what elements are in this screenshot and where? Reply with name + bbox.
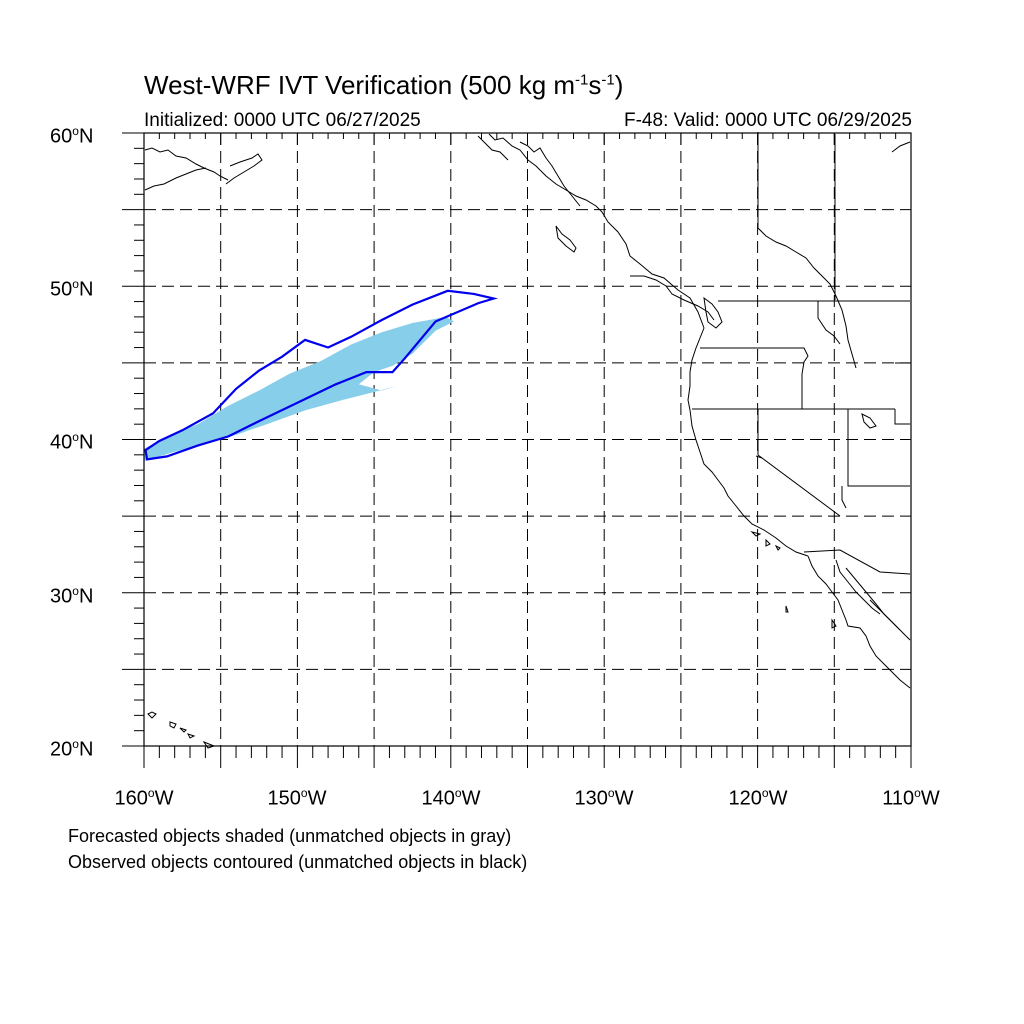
title-end: ) — [614, 70, 624, 100]
lon-label-150w: 150oW — [267, 786, 327, 810]
title-exponent-2: -1 — [601, 71, 615, 89]
map-frame — [143, 132, 912, 747]
lat-label-40: 40oN — [50, 430, 94, 454]
lon-label-110w: 110oW — [882, 786, 940, 810]
title-main: West-WRF IVT Verification (500 kg m — [144, 70, 576, 100]
lat-label-30: 30oN — [50, 584, 94, 608]
lat-label-60: 60oN — [50, 124, 94, 148]
chart-title: West-WRF IVT Verification (500 kg m-1s-1… — [144, 70, 623, 101]
valid-time: F-48: Valid: 0000 UTC 06/29/2025 — [624, 110, 912, 131]
title-mid: s — [588, 70, 602, 100]
coastlines-and-borders — [144, 132, 911, 749]
lat-label-20: 20oN — [50, 737, 94, 761]
lon-label-120w: 120oW — [728, 786, 788, 810]
initialized-time: Initialized: 0000 UTC 06/27/2025 — [144, 110, 421, 131]
lon-label-160w: 160oW — [114, 786, 174, 810]
axis-ticks — [122, 132, 912, 768]
lat-label-50: 50oN — [50, 277, 94, 301]
lon-label-130w: 130oW — [574, 786, 634, 810]
note-observed: Observed objects contoured (unmatched ob… — [68, 852, 528, 872]
note-forecast: Forecasted objects shaded (unmatched obj… — [68, 826, 512, 846]
forecast-object-shaded — [144, 316, 454, 461]
observed-object-contour — [144, 289, 499, 461]
title-exponent-1: -1 — [575, 71, 589, 89]
graticule — [144, 133, 911, 746]
lon-label-140w: 140oW — [421, 786, 481, 810]
